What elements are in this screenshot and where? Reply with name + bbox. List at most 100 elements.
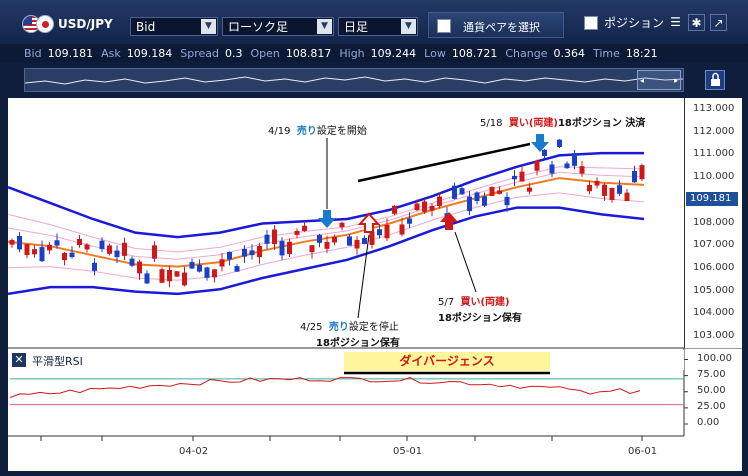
- candle-body: [69, 252, 75, 258]
- chevron-down-icon[interactable]: ▼: [201, 19, 216, 34]
- candle-body: [242, 248, 247, 257]
- price-tick-label: 113.000: [693, 103, 735, 114]
- select-pair-checkbox[interactable]: [437, 19, 451, 33]
- navigator-range-handle[interactable]: ◂ ▸: [637, 70, 681, 90]
- candle-body: [474, 192, 480, 202]
- annotation-sell-stop-positions: 18ポジション保有: [316, 334, 400, 349]
- candle-body: [557, 139, 562, 148]
- sell-stop-arrow-icon: [357, 212, 381, 233]
- sell-start-arrow-icon: [318, 210, 336, 228]
- candle-body: [572, 153, 577, 166]
- price-type-select[interactable]: Bid ▼: [130, 17, 218, 36]
- current-price-tag: 109.181: [686, 192, 738, 206]
- chart-area[interactable]: [8, 98, 742, 471]
- candle-body: [347, 236, 352, 246]
- divergence-label: ダイバージェンス: [344, 352, 550, 371]
- candle-body: [152, 245, 157, 259]
- candle-body: [92, 262, 97, 271]
- candle-body: [377, 229, 382, 236]
- candle-body: [624, 192, 630, 202]
- candle-body: [632, 170, 637, 183]
- date-tick-label: 05-01: [393, 446, 423, 457]
- spread-label: Spread: [180, 46, 219, 60]
- expand-icon[interactable]: ↗: [710, 14, 727, 31]
- annotation-text: 設定を開始: [316, 126, 367, 137]
- chart-style-select[interactable]: ローソク足 ▼: [222, 17, 334, 36]
- chevron-down-icon[interactable]: ▼: [317, 19, 332, 34]
- select-pair-button[interactable]: 通貨ペアを選択: [428, 12, 564, 38]
- low-label: Low: [424, 46, 446, 60]
- candle-body: [17, 236, 22, 250]
- annotation-action: 売り: [296, 126, 317, 137]
- rsi-tick-label: 0.00: [697, 417, 720, 428]
- candle-body: [122, 242, 127, 256]
- high-label: High: [339, 46, 365, 60]
- rsi-title: 平滑型RSI: [32, 355, 83, 368]
- candle-body: [287, 241, 292, 255]
- annotation-action: 買い(両建): [460, 297, 510, 308]
- candle-body: [407, 218, 412, 224]
- candle-body: [354, 239, 360, 249]
- select-pair-label: 通貨ペアを選択: [463, 21, 540, 34]
- candle-body: [264, 234, 270, 244]
- candle-body: [234, 266, 240, 272]
- buy-hedge-arrow-icon: [440, 212, 458, 230]
- candle-body: [212, 269, 217, 278]
- candle-body: [579, 166, 585, 174]
- moving-average-line: [7, 177, 645, 268]
- chevron-down-icon[interactable]: ▼: [401, 19, 416, 34]
- menu-icon[interactable]: ☰: [670, 15, 681, 29]
- annotation-sell-start: 4/19 売り設定を開始: [268, 122, 367, 137]
- candle-body: [467, 196, 472, 212]
- gear-icon[interactable]: ✱: [688, 14, 705, 31]
- candle-body: [279, 240, 285, 256]
- chart-navigator[interactable]: ◂ ▸: [24, 68, 684, 92]
- chevron-left-icon[interactable]: ◂: [640, 75, 645, 85]
- ask-label: Ask: [101, 46, 121, 60]
- timeframe-select[interactable]: 日足 ▼: [338, 17, 418, 36]
- annotation-pointer-line: [357, 234, 370, 319]
- candle-body: [602, 184, 607, 196]
- candle-body: [84, 244, 90, 250]
- annotation-text: 18ポジション 決済: [557, 118, 646, 129]
- candle-body: [489, 186, 495, 196]
- annotation-text: 18ポジション保有: [438, 313, 522, 324]
- bollinger-lower-line: [7, 206, 645, 296]
- toolbar: USD/JPY Bid ▼ ローソク足 ▼ 日足 ▼ 通貨ペアを選択 ポジション…: [0, 0, 748, 44]
- candle-body: [272, 229, 277, 245]
- candle-body: [174, 271, 180, 277]
- trend-line: [357, 142, 531, 183]
- chevron-right-icon[interactable]: ▸: [673, 75, 678, 85]
- candle-body: [459, 188, 465, 195]
- candle-body: [54, 240, 60, 246]
- currency-pair-selector[interactable]: USD/JPY: [22, 12, 120, 36]
- candle-body: [639, 165, 645, 180]
- candle-body: [549, 164, 555, 174]
- candle-body: [24, 244, 30, 255]
- position-checkbox[interactable]: [584, 16, 598, 30]
- quote-bar: Bid 109.181 Ask 109.184 Spread 0.3 Open 108.…: [0, 44, 748, 62]
- rsi-tick-label: 50.00: [697, 384, 726, 396]
- annotation-date: 4/25: [300, 322, 323, 333]
- lock-scroll-button[interactable]: [705, 70, 725, 90]
- jp-flag-icon: [36, 15, 54, 33]
- annotation-buy-hedge: 5/7 買い(両建): [438, 293, 510, 308]
- candle-body: [159, 269, 165, 283]
- candle-body: [47, 244, 52, 251]
- close-icon[interactable]: ✕: [12, 353, 26, 367]
- candle-body: [429, 205, 435, 211]
- rsi-tick-label: 25.00: [697, 400, 726, 412]
- high-value: 109.244: [370, 46, 417, 60]
- candle-body: [564, 163, 570, 169]
- candle-body: [167, 269, 172, 282]
- candle-body: [594, 180, 600, 186]
- price-tick-label: 111.000: [693, 148, 735, 160]
- candle-body: [137, 261, 142, 274]
- candle-body: [324, 241, 330, 249]
- candle-body: [302, 225, 307, 231]
- candle-body: [77, 238, 82, 246]
- position-label: ポジション: [604, 16, 665, 30]
- candle-body: [542, 149, 547, 156]
